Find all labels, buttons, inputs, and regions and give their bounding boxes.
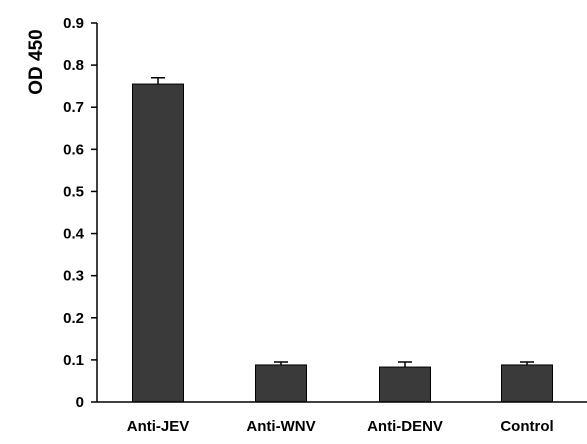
bar-anti-wnv [255,364,307,403]
y-axis-title: OD 450 [26,29,47,94]
error-bars-group [151,76,534,368]
y-tick-label: 0.9 [63,15,84,32]
x-category-label: Control [500,418,553,435]
bar-control [501,364,553,403]
bar-anti-denv [379,366,431,403]
y-tick-label: 0.7 [63,99,84,116]
category-labels: Anti-JEV Anti-WNV Anti-DENV Control [127,418,554,435]
y-tick-label: 0.4 [63,226,85,243]
y-tick-label: 0.2 [63,310,84,327]
y-tick-label: 0.5 [63,183,84,200]
y-axis-ticks: 0 0.1 0.2 0.3 0.4 0.5 0.6 0.7 0.8 0.9 [63,15,97,411]
bars-group [132,83,553,403]
y-tick-label: 0.8 [63,57,84,74]
y-tick-label: 0.6 [63,141,84,158]
x-category-label: Anti-WNV [246,418,315,435]
y-tick-label: 0.3 [63,268,84,285]
bar-anti-jev [132,83,184,403]
y-tick-label: 0.1 [63,352,84,369]
x-category-label: Anti-DENV [367,418,443,435]
y-tick-label: 0 [76,394,84,411]
x-category-label: Anti-JEV [127,418,190,435]
